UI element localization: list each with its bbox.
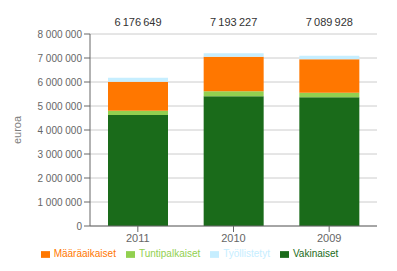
svg-text:8 000 000: 8 000 000 — [38, 29, 83, 40]
svg-text:4 000 000: 4 000 000 — [38, 125, 83, 136]
svg-text:1 000 000: 1 000 000 — [38, 197, 83, 208]
svg-text:7 089 928: 7 089 928 — [306, 16, 353, 28]
svg-text:6 176 649: 6 176 649 — [114, 16, 161, 28]
svg-text:7 000 000: 7 000 000 — [38, 53, 83, 64]
svg-text:6 000 000: 6 000 000 — [38, 77, 83, 88]
svg-text:0: 0 — [76, 221, 82, 232]
html-text:Vakinaiset: Vakinaiset — [292, 248, 339, 259]
svg-text:7 193 227: 7 193 227 — [210, 16, 257, 28]
svg-text:2 000 000: 2 000 000 — [38, 173, 83, 184]
svg-text:2009: 2009 — [317, 232, 341, 244]
svg-text:euroa: euroa — [11, 115, 23, 144]
svg-text:5 000 000: 5 000 000 — [38, 101, 83, 112]
html-text:Määräaikaiset: Määräaikaiset — [53, 248, 116, 259]
svg-text:3 000 000: 3 000 000 — [38, 149, 83, 160]
html-text:Tuntipalkaiset: Tuntipalkaiset — [138, 248, 201, 259]
html-text:Työllistetyt: Työllistetyt — [223, 248, 270, 259]
svg-text:2011: 2011 — [126, 232, 150, 244]
svg-text:2010: 2010 — [221, 232, 245, 244]
